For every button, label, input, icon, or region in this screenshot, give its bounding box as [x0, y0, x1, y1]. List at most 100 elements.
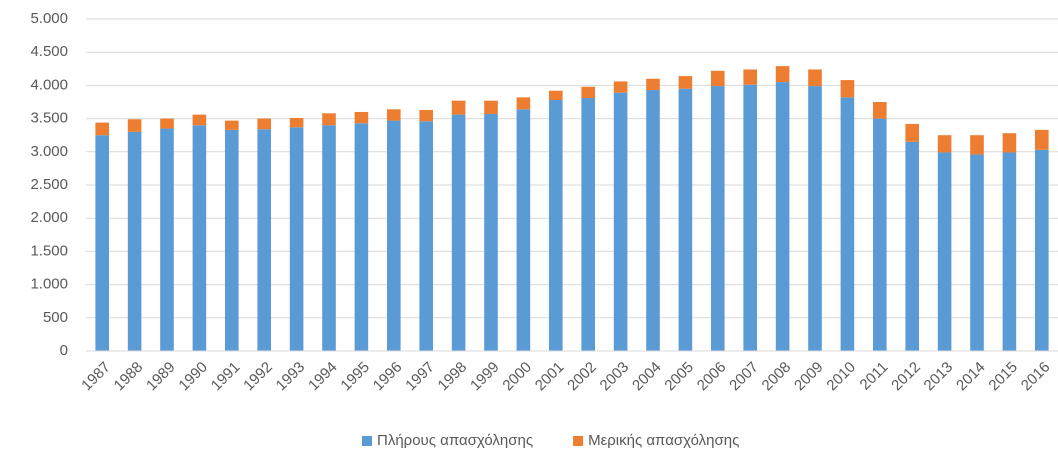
x-tick-label: 1988: [111, 359, 147, 395]
y-tick-label: 2.500: [30, 176, 68, 193]
bar-segment: [95, 122, 110, 136]
bar-segment: [192, 114, 207, 126]
y-tick-label: 4.500: [30, 43, 68, 60]
bar-segment: [224, 129, 239, 351]
x-tick-label: 1995: [337, 359, 373, 395]
bar-segment: [95, 135, 110, 351]
bar-segment: [516, 109, 531, 351]
y-tick-label: 0: [60, 342, 68, 359]
y-tick-label: 1.000: [30, 276, 68, 293]
x-tick-label: 2007: [726, 359, 762, 395]
bar-segment: [710, 70, 725, 87]
y-tick-label: 3.500: [30, 110, 68, 127]
bar-segment: [289, 127, 304, 352]
y-tick-label: 3.000: [30, 143, 68, 160]
x-tick-label: 2001: [532, 359, 568, 395]
x-tick-label: 2016: [1018, 359, 1054, 395]
x-tick-label: 2002: [564, 359, 600, 395]
x-tick-label: 2008: [759, 359, 795, 395]
bar-segment: [710, 86, 725, 352]
x-tick-label: 2013: [921, 359, 957, 395]
x-tick-label: 1987: [78, 359, 114, 395]
bar-segment: [581, 86, 596, 99]
bar-segment: [160, 118, 174, 129]
bar-segment: [127, 131, 142, 351]
bar-segment: [937, 152, 952, 351]
y-tick-label: 5.000: [30, 10, 68, 27]
x-tick-label: 1992: [240, 359, 276, 395]
bar-segment: [419, 109, 434, 122]
y-tick-label: 1.500: [30, 242, 68, 259]
bar-segment: [548, 90, 563, 101]
x-tick-label: 2012: [888, 359, 924, 395]
x-tick-label: 2011: [857, 359, 892, 394]
bar-segment: [743, 84, 758, 352]
y-tick-label: 2.000: [30, 209, 68, 226]
bar-segment: [840, 97, 855, 352]
x-tick-label: 1990: [175, 359, 211, 395]
bar-segment: [581, 98, 596, 352]
bar-segment: [808, 69, 822, 87]
x-tick-label: 2014: [953, 359, 989, 395]
bar-segment: [160, 128, 174, 351]
bar-segment: [548, 100, 563, 352]
x-tick-label: 2005: [661, 359, 697, 395]
bar-segment: [646, 90, 660, 351]
legend-swatch: [573, 436, 584, 446]
bar-segment: [1034, 149, 1049, 351]
bar-segment: [354, 111, 369, 124]
bar-segment: [808, 86, 822, 352]
bar-segment: [905, 123, 920, 142]
x-tick-label: 1998: [435, 359, 471, 395]
bar-segment: [484, 100, 498, 114]
bar-segment: [224, 120, 239, 130]
legend-label: Μερικής απασχόλησης: [588, 432, 739, 449]
bar-segment: [192, 125, 207, 352]
bar-segment: [905, 141, 920, 351]
bar-segment: [613, 81, 628, 93]
bar-segment: [386, 120, 401, 351]
x-tick-label: 2010: [823, 359, 859, 395]
x-tick-label: 1989: [143, 359, 179, 395]
bar-segment: [970, 154, 984, 351]
bar-segment: [257, 118, 272, 130]
y-tick-label: 4.000: [30, 76, 68, 93]
bar-segment: [775, 66, 790, 83]
legend-swatch: [362, 436, 372, 446]
bar-segment: [322, 113, 336, 126]
x-tick-label: 1997: [402, 359, 438, 395]
bar-segment: [872, 102, 887, 119]
bar-segment: [1002, 152, 1017, 351]
bar-segment: [354, 123, 369, 351]
x-tick-label: 1996: [370, 359, 406, 395]
bar-segment: [451, 114, 466, 351]
bar-segment: [257, 129, 272, 351]
x-tick-label: 2015: [985, 359, 1021, 395]
bar-segment: [1034, 129, 1049, 150]
x-tick-label: 2004: [629, 359, 665, 395]
x-tick-label: 2000: [499, 359, 535, 395]
bar-segment: [451, 100, 466, 115]
x-tick-label: 2003: [597, 359, 633, 395]
legend-label: Πλήρους απασχόλησης: [377, 432, 533, 449]
bar-segment: [484, 113, 498, 352]
bar-segment: [1002, 133, 1017, 153]
x-tick-label: 2009: [791, 359, 827, 395]
bar-segment: [613, 92, 628, 351]
bar-segment: [516, 97, 531, 110]
bar-segment: [743, 69, 758, 85]
bar-segment: [419, 121, 434, 351]
x-tick-label: 2006: [694, 359, 730, 395]
bar-segment: [937, 135, 952, 153]
bar-segment: [127, 119, 142, 132]
bar-segment: [386, 109, 401, 121]
bar-segment: [775, 82, 790, 351]
x-tick-label: 1991: [208, 359, 244, 395]
bar-segment: [872, 118, 887, 351]
bar-segment: [840, 80, 855, 98]
x-tick-label: 1994: [305, 359, 341, 395]
bar-segment: [678, 76, 693, 89]
bar-segment: [322, 125, 336, 352]
bar-segment: [646, 78, 660, 91]
